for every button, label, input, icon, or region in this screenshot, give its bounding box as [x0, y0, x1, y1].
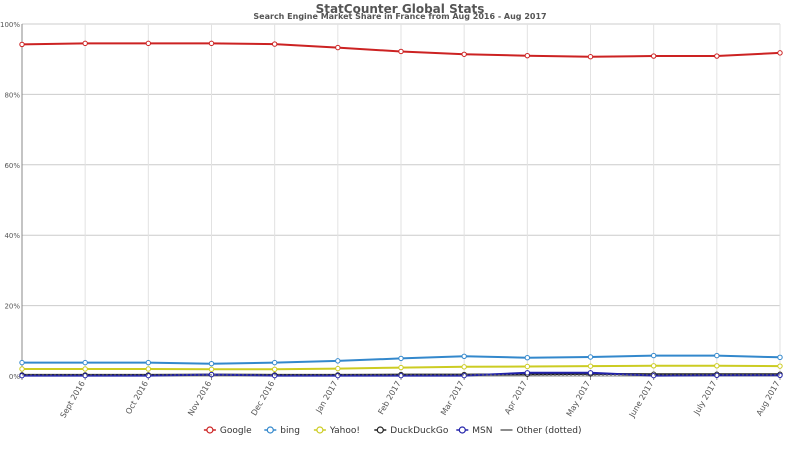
data-point-google [208, 40, 215, 47]
data-point-yahoo [145, 366, 152, 372]
data-point-bing [145, 359, 152, 366]
data-point-google [714, 53, 720, 59]
data-point-msn [650, 372, 657, 379]
data-point-bing [777, 354, 783, 361]
legend-label-duckduckgo: DuckDuckGo [390, 426, 449, 436]
legend-label-bing: bing [280, 426, 300, 436]
legend-label-msn: MSN [472, 426, 492, 436]
y-tick-label: 100% [0, 21, 20, 29]
legend-marker-duckduckgo [376, 426, 384, 434]
data-point-bing [714, 352, 720, 359]
x-tick-label: Apr 2017 [503, 380, 529, 416]
x-tick-label: Dec 2016 [249, 380, 276, 418]
x-tick-label: Oct 2016 [124, 380, 150, 416]
legend-label-yahoo: Yahoo! [329, 426, 360, 436]
legend-label-other-dotted: Other (dotted) [517, 426, 582, 436]
x-tick-label: Jan 2017 [314, 380, 340, 416]
data-point-yahoo [271, 366, 278, 373]
y-tick-label: 0% [9, 373, 20, 381]
data-point-yahoo [461, 364, 467, 370]
data-point-msn [398, 372, 404, 379]
data-point-bing [19, 359, 25, 366]
data-point-bing [650, 352, 657, 359]
data-point-google [587, 54, 594, 60]
axes: 0% 20% 40% 60% 80% 100% Sept 2016 Oct 2016 Nov 2… [0, 21, 782, 420]
data-point-google [524, 52, 531, 59]
data-point-msn [461, 372, 467, 379]
data-point-google [19, 41, 25, 48]
data-point-google [650, 53, 657, 59]
data-point-msn [524, 370, 531, 376]
legend-marker-bing [266, 426, 274, 434]
data-point-msn [335, 372, 341, 379]
legend-marker-google [206, 426, 214, 434]
data-point-bing [335, 358, 341, 364]
y-tick-label: 80% [4, 91, 20, 99]
data-point-google [461, 51, 467, 57]
x-tick-label: July 2017 [692, 380, 719, 418]
legend-marker-yahoo [316, 426, 324, 434]
data-point-google [271, 41, 278, 47]
data-point-msn [587, 370, 594, 376]
x-tick-label: Aug 2017 [755, 380, 782, 418]
data-point-bing [208, 360, 215, 367]
x-tick-label: Mar 2017 [439, 380, 466, 417]
x-tick-label: Nov 2016 [186, 380, 213, 418]
data-point-google [777, 50, 783, 56]
data-point-bing [461, 353, 467, 359]
data-point-yahoo [650, 363, 657, 369]
y-tick-label: 60% [4, 162, 20, 170]
data-point-yahoo [335, 365, 341, 372]
legend-marker-msn [458, 426, 466, 434]
chart-subtitle: Search Engine Market Share in France fro… [253, 12, 547, 21]
data-point-yahoo [19, 366, 25, 372]
legend-label-google: Google [220, 426, 252, 436]
data-point-yahoo [208, 366, 215, 373]
data-point-msn [145, 372, 152, 379]
chart-title: StatCounter Global Stats [315, 2, 485, 16]
y-tick-label: 40% [4, 232, 20, 240]
data-point-yahoo [398, 364, 404, 371]
x-tick-label: May 2017 [565, 380, 593, 419]
data-point-google [145, 40, 152, 47]
data-point-google [335, 44, 341, 51]
x-tick-label: Feb 2017 [376, 380, 402, 417]
data-point-msn [271, 372, 278, 379]
data-point-bing [82, 359, 88, 366]
data-point-msn [19, 372, 25, 379]
series-lines [19, 40, 783, 379]
x-tick-label: June 2017 [627, 380, 655, 420]
data-point-yahoo [777, 363, 783, 369]
grid [22, 23, 781, 377]
y-tick-label: 20% [4, 303, 20, 311]
x-tick-label: Sept 2016 [59, 380, 87, 420]
data-point-yahoo [524, 363, 531, 370]
data-point-google [398, 48, 404, 55]
data-point-bing [398, 355, 404, 362]
data-point-yahoo [82, 366, 88, 372]
data-point-msn [82, 372, 88, 379]
legend: Google bing Yahoo! DuckDuckGo MSN Other (dott… [203, 426, 582, 436]
data-point-yahoo [587, 363, 594, 369]
data-point-bing [524, 354, 531, 361]
data-point-yahoo [714, 363, 720, 369]
data-point-bing [271, 359, 278, 366]
data-point-bing [587, 354, 594, 360]
data-point-google [82, 40, 88, 47]
